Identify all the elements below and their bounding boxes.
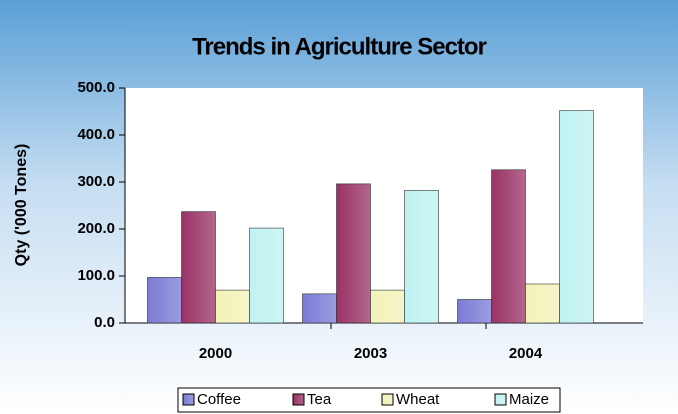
bar: [525, 283, 560, 324]
y-tick-label: 200.0: [77, 220, 115, 237]
y-tick-label: 100.0: [77, 267, 115, 284]
legend-swatch: [292, 393, 305, 406]
bar: [491, 169, 526, 324]
bar: [336, 183, 371, 324]
bar: [215, 289, 250, 324]
legend-label: Wheat: [396, 391, 440, 408]
legend-swatch: [494, 393, 507, 406]
legend-swatch: [381, 393, 394, 406]
legend-label: Maize: [509, 391, 549, 408]
x-tick-label: 2004: [509, 345, 543, 362]
y-tick-label: 500.0: [77, 79, 115, 96]
legend-label: Tea: [307, 391, 332, 408]
y-tick-label: 0.0: [94, 314, 115, 331]
bar: [404, 190, 439, 324]
y-tick-label: 300.0: [77, 173, 115, 190]
y-tick-label: 400.0: [77, 126, 115, 143]
y-axis-title: Qty ('000 Tones): [13, 144, 30, 267]
bar: [370, 289, 405, 324]
bar: [457, 299, 492, 324]
legend-label: Coffee: [197, 391, 241, 408]
bar: [249, 227, 284, 324]
x-tick-label: 2000: [199, 345, 232, 362]
bar: [559, 110, 594, 324]
bar: [302, 293, 337, 324]
bar: [147, 277, 182, 324]
x-tick-label: 2003: [354, 345, 387, 362]
bar: [181, 211, 216, 324]
chart-title: Trends in Agriculture Sector: [192, 33, 487, 60]
legend-swatch: [182, 393, 195, 406]
